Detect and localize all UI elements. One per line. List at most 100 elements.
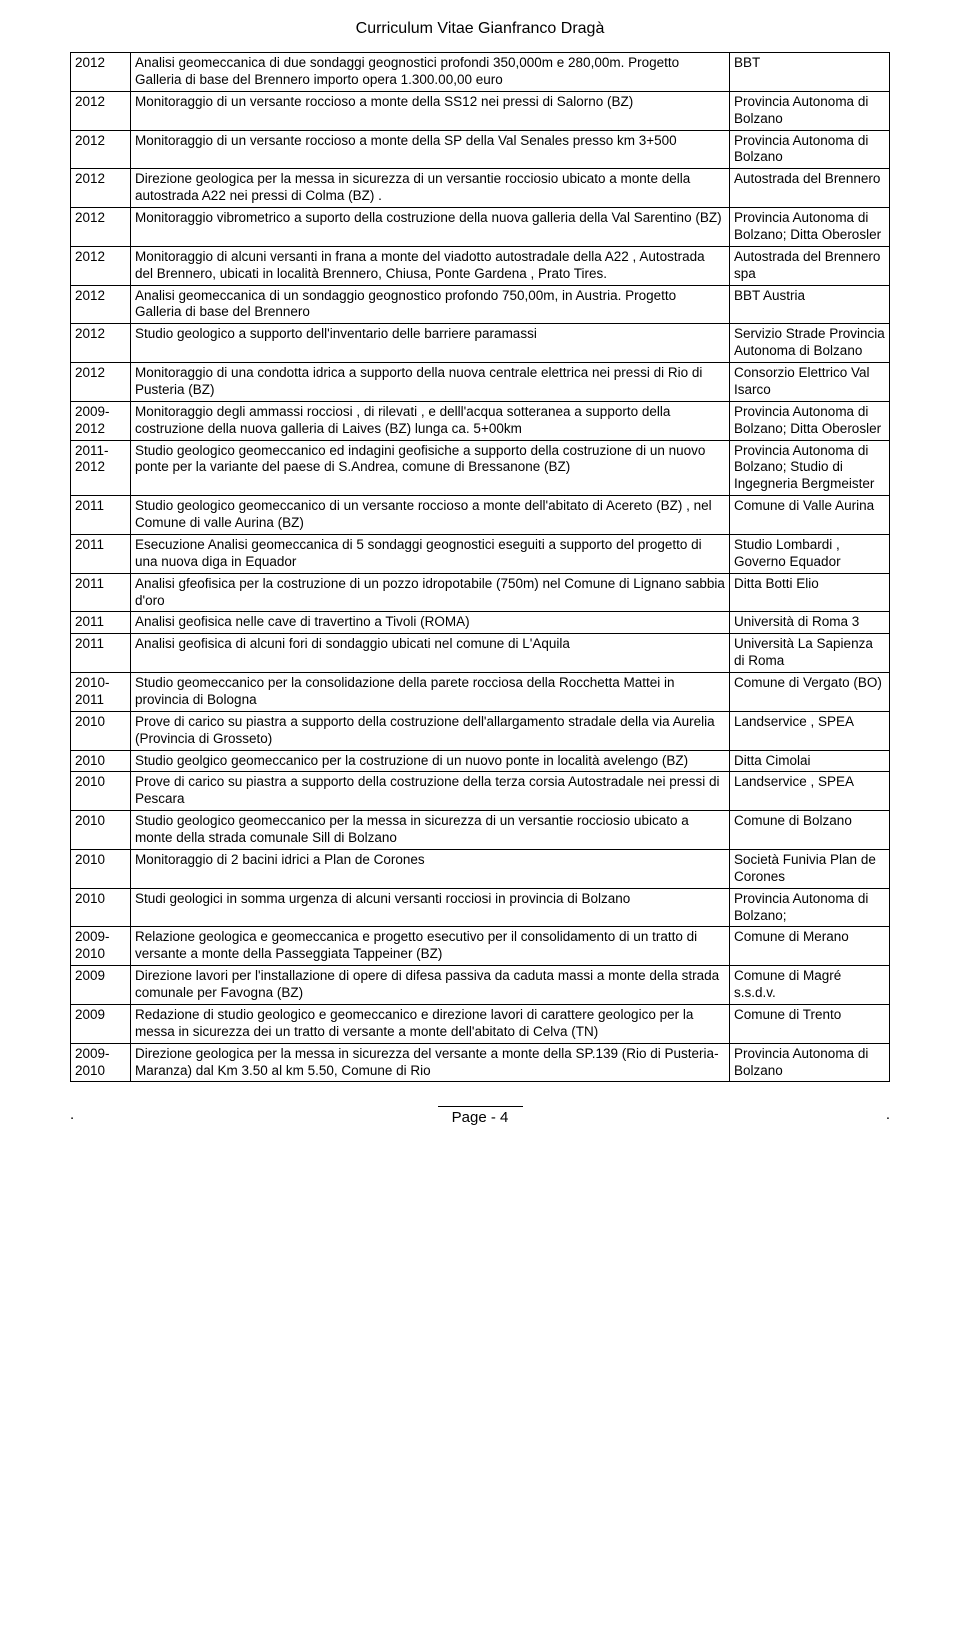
table-row: 2012Monitoraggio di un versante roccioso… — [71, 91, 890, 130]
cell-year: 2010 — [71, 750, 131, 772]
cell-description: Prove di carico su piastra a supporto de… — [131, 772, 730, 811]
cell-client: Provincia Autonoma di Bolzano; Studio di… — [730, 440, 890, 496]
cv-table: 2012Analisi geomeccanica di due sondaggi… — [70, 52, 890, 1082]
cell-client: Autostrada del Brennero spa — [730, 246, 890, 285]
table-row: 2010Prove di carico su piastra a support… — [71, 772, 890, 811]
footer-dot-left: . — [70, 1106, 74, 1123]
table-row: 2010Prove di carico su piastra a support… — [71, 711, 890, 750]
cell-year: 2009-2010 — [71, 1043, 131, 1082]
table-row: 2011Analisi geofisica nelle cave di trav… — [71, 612, 890, 634]
cell-description: Prove di carico su piastra a supporto de… — [131, 711, 730, 750]
cell-client: BBT — [730, 53, 890, 92]
table-row: 2010-2011Studio geomeccanico per la cons… — [71, 673, 890, 712]
cell-description: Monitoraggio vibrometrico a suporto dell… — [131, 208, 730, 247]
cell-year: 2011 — [71, 573, 131, 612]
table-row: 2010Monitoraggio di 2 bacini idrici a Pl… — [71, 849, 890, 888]
cell-client: BBT Austria — [730, 285, 890, 324]
table-row: 2012Analisi geomeccanica di un sondaggio… — [71, 285, 890, 324]
table-row: 2009-2010Direzione geologica per la mess… — [71, 1043, 890, 1082]
cell-year: 2010-2011 — [71, 673, 131, 712]
cell-client: Comune di Magré s.s.d.v. — [730, 966, 890, 1005]
footer-divider — [438, 1106, 523, 1107]
table-row: 2012Monitoraggio di alcuni versanti in f… — [71, 246, 890, 285]
table-row: 2011Analisi geofisica di alcuni fori di … — [71, 634, 890, 673]
table-row: 2011Analisi gfeofisica per la costruzion… — [71, 573, 890, 612]
table-row: 2012Direzione geologica per la messa in … — [71, 169, 890, 208]
cell-client: Comune di Valle Aurina — [730, 496, 890, 535]
cell-client: Società Funivia Plan de Corones — [730, 849, 890, 888]
cell-year: 2009 — [71, 966, 131, 1005]
cell-client: Landservice , SPEA — [730, 711, 890, 750]
cell-year: 2011 — [71, 496, 131, 535]
cell-client: Servizio Strade Provincia Autonoma di Bo… — [730, 324, 890, 363]
table-row: 2009Direzione lavori per l'installazione… — [71, 966, 890, 1005]
cell-year: 2011-2012 — [71, 440, 131, 496]
table-row: 2011-2012Studio geologico geomeccanico e… — [71, 440, 890, 496]
cell-year: 2012 — [71, 285, 131, 324]
cell-client: Landservice , SPEA — [730, 772, 890, 811]
cell-client: Ditta Botti Elio — [730, 573, 890, 612]
cell-description: Studio geologico a supporto dell'inventa… — [131, 324, 730, 363]
cell-client: Provincia Autonoma di Bolzano — [730, 91, 890, 130]
cell-year: 2012 — [71, 53, 131, 92]
cell-client: Provincia Autonoma di Bolzano — [730, 130, 890, 169]
cell-description: Studio geolgico geomeccanico per la cost… — [131, 750, 730, 772]
table-row: 2012Analisi geomeccanica di due sondaggi… — [71, 53, 890, 92]
cell-description: Studi geologici in somma urgenza di alcu… — [131, 888, 730, 927]
table-row: 2010Studi geologici in somma urgenza di … — [71, 888, 890, 927]
cell-year: 2012 — [71, 130, 131, 169]
cell-description: Redazione di studio geologico e geomecca… — [131, 1004, 730, 1043]
cell-description: Studio geologico geomeccanico di un vers… — [131, 496, 730, 535]
table-row: 2009Redazione di studio geologico e geom… — [71, 1004, 890, 1043]
cell-description: Monitoraggio di alcuni versanti in frana… — [131, 246, 730, 285]
cell-description: Studio geologico geomeccanico per la mes… — [131, 811, 730, 850]
cell-year: 2009-2010 — [71, 927, 131, 966]
cell-client: Ditta Cimolai — [730, 750, 890, 772]
cell-client: Autostrada del Brennero — [730, 169, 890, 208]
cell-client: Comune di Merano — [730, 927, 890, 966]
footer-dot-right: . — [886, 1106, 890, 1123]
cell-description: Analisi geofisica di alcuni fori di sond… — [131, 634, 730, 673]
cell-description: Direzione geologica per la messa in sicu… — [131, 1043, 730, 1082]
table-row: 2012Monitoraggio di una condotta idrica … — [71, 363, 890, 402]
cell-year: 2010 — [71, 888, 131, 927]
table-row: 2010Studio geologico geomeccanico per la… — [71, 811, 890, 850]
table-row: 2011Esecuzione Analisi geomeccanica di 5… — [71, 534, 890, 573]
table-row: 2010Studio geolgico geomeccanico per la … — [71, 750, 890, 772]
cell-year: 2011 — [71, 612, 131, 634]
cell-year: 2012 — [71, 169, 131, 208]
cell-description: Esecuzione Analisi geomeccanica di 5 son… — [131, 534, 730, 573]
cell-client: Provincia Autonoma di Bolzano; — [730, 888, 890, 927]
cell-client: Comune di Trento — [730, 1004, 890, 1043]
table-row: 2011Studio geologico geomeccanico di un … — [71, 496, 890, 535]
cell-description: Monitoraggio di 2 bacini idrici a Plan d… — [131, 849, 730, 888]
cell-description: Analisi geomeccanica di due sondaggi geo… — [131, 53, 730, 92]
cell-description: Studio geomeccanico per la consolidazion… — [131, 673, 730, 712]
cell-description: Relazione geologica e geomeccanica e pro… — [131, 927, 730, 966]
cell-year: 2010 — [71, 772, 131, 811]
cell-client: Studio Lombardi , Governo Equador — [730, 534, 890, 573]
cell-client: Comune di Vergato (BO) — [730, 673, 890, 712]
cell-year: 2010 — [71, 849, 131, 888]
cell-year: 2012 — [71, 324, 131, 363]
cell-client: Provincia Autonoma di Bolzano; Ditta Obe… — [730, 401, 890, 440]
cell-year: 2012 — [71, 246, 131, 285]
cell-client: Comune di Bolzano — [730, 811, 890, 850]
cell-description: Studio geologico geomeccanico ed indagin… — [131, 440, 730, 496]
cell-description: Monitoraggio di un versante roccioso a m… — [131, 91, 730, 130]
cell-client: Provincia Autonoma di Bolzano — [730, 1043, 890, 1082]
cell-description: Analisi geomeccanica di un sondaggio geo… — [131, 285, 730, 324]
cell-client: Provincia Autonoma di Bolzano; Ditta Obe… — [730, 208, 890, 247]
cell-year: 2009-2012 — [71, 401, 131, 440]
cell-year: 2010 — [71, 711, 131, 750]
cell-description: Direzione lavori per l'installazione di … — [131, 966, 730, 1005]
cell-client: Università di Roma 3 — [730, 612, 890, 634]
table-row: 2012Monitoraggio vibrometrico a suporto … — [71, 208, 890, 247]
cell-client: Università La Sapienza di Roma — [730, 634, 890, 673]
table-row: 2009-2010Relazione geologica e geomeccan… — [71, 927, 890, 966]
cell-description: Monitoraggio degli ammassi rocciosi , di… — [131, 401, 730, 440]
table-row: 2012Studio geologico a supporto dell'inv… — [71, 324, 890, 363]
cell-year: 2012 — [71, 363, 131, 402]
page-title: Curriculum Vitae Gianfranco Dragà — [70, 20, 890, 38]
cell-year: 2010 — [71, 811, 131, 850]
